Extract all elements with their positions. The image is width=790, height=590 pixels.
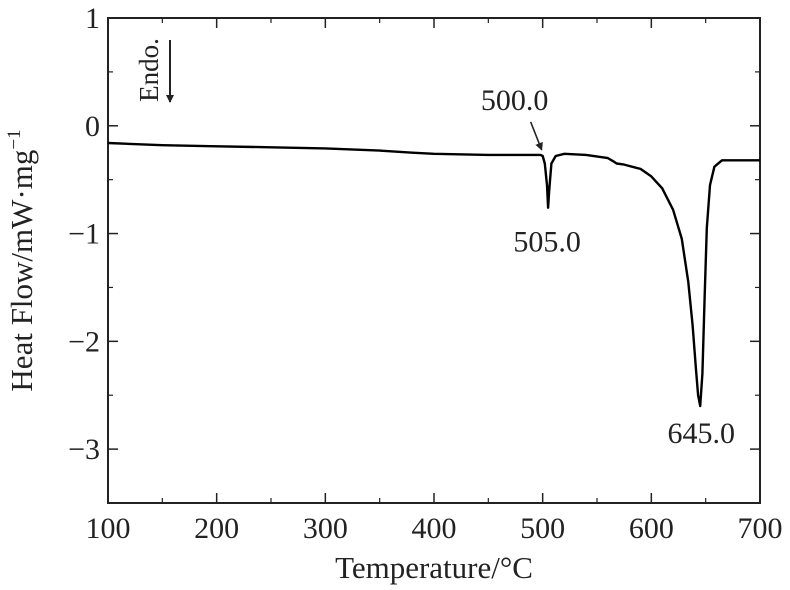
x-axis-title: Temperature/°C [335, 550, 533, 585]
peak-onset-label: 500.0 [481, 84, 549, 117]
onset-arrow-icon [529, 121, 543, 151]
x-tick-label: 200 [194, 512, 239, 545]
axis-ticks [107, 17, 761, 504]
tick-labels: 100 200 300 400 500 600 700 1 0 −1 −2 −3 [68, 2, 782, 545]
x-tick-label: 100 [86, 512, 131, 545]
y-tick-label: −1 [68, 218, 100, 251]
y-tick-label: 0 [85, 110, 100, 143]
endo-label: Endo. [134, 38, 164, 102]
y-axis-title-superscript: −1 [4, 129, 25, 149]
peak-2-label: 645.0 [667, 417, 735, 450]
y-tick-label: −3 [68, 433, 100, 466]
plot-frame [107, 17, 761, 504]
y-tick-label: −2 [68, 325, 100, 358]
y-axis-title-main: Heat Flow/mW·mg [4, 150, 39, 392]
x-tick-label: 400 [412, 512, 457, 545]
endo-indicator: Endo. [134, 38, 174, 103]
x-tick-label: 700 [738, 512, 783, 545]
x-tick-label: 300 [303, 512, 348, 545]
x-tick-label: 600 [629, 512, 674, 545]
heat-flow-line [107, 141, 760, 408]
annotations: 500.0 505.0 645.0 [481, 84, 735, 450]
series-group [107, 141, 760, 408]
y-tick-label: 1 [85, 2, 100, 35]
peak-1-label: 505.0 [513, 226, 581, 259]
x-tick-label: 500 [520, 512, 565, 545]
axes [107, 17, 761, 504]
y-axis-title: Heat Flow/mW·mg−1 [4, 129, 39, 391]
